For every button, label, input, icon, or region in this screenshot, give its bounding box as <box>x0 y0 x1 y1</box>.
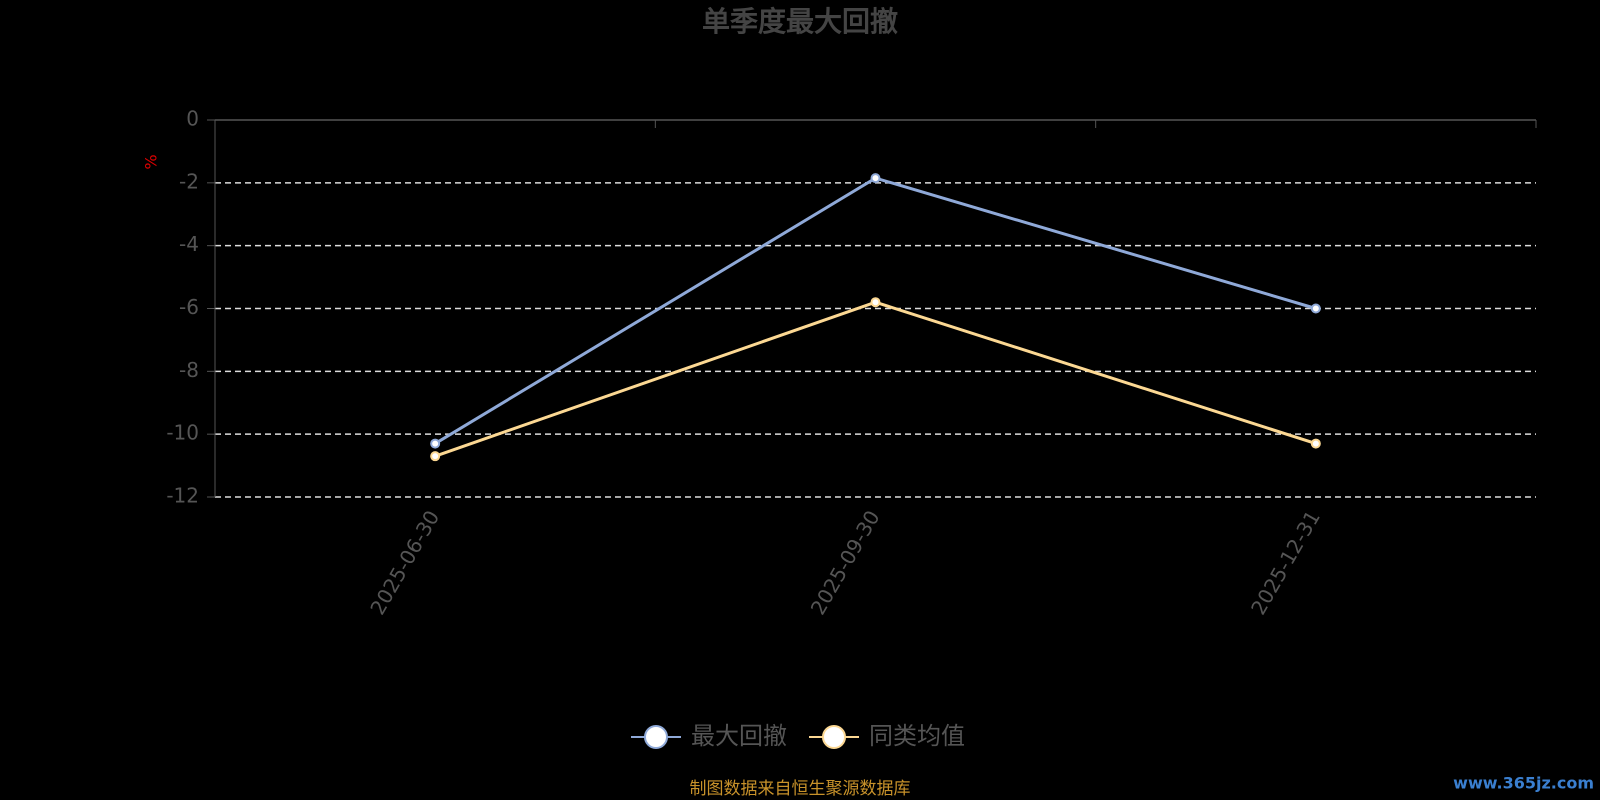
series-line <box>434 300 1317 458</box>
data-point <box>870 297 881 308</box>
legend-item[interactable]: 同类均值 <box>809 722 965 750</box>
series-line <box>434 176 1317 445</box>
chart-title: 单季度最大回撤 <box>702 5 898 38</box>
y-tick-label: -6 <box>179 295 199 319</box>
legend-label: 同类均值 <box>869 722 965 750</box>
legend-label: 最大回撤 <box>691 722 787 750</box>
watermark: www.365jz.com <box>1453 774 1594 793</box>
y-axis-label: % <box>142 154 161 169</box>
x-tick-label: 2025-06-30 <box>365 506 444 619</box>
data-point <box>870 173 881 184</box>
x-tick-label: 2025-09-30 <box>806 506 885 619</box>
y-tick-label: -10 <box>166 421 199 445</box>
x-tick-label: 2025-12-31 <box>1246 506 1325 619</box>
y-tick-label: -2 <box>179 169 199 193</box>
legend-item[interactable]: 最大回撤 <box>631 722 787 750</box>
source-note: 制图数据来自恒生聚源数据库 <box>690 779 911 799</box>
legend-marker <box>822 725 846 749</box>
data-point <box>1310 303 1321 314</box>
y-tick-label: -12 <box>166 484 199 508</box>
data-point <box>430 438 441 449</box>
y-tick-label: 0 <box>186 107 199 131</box>
y-tick-label: -4 <box>179 232 199 256</box>
legend-marker <box>644 725 668 749</box>
data-point <box>430 451 441 462</box>
data-point <box>1310 438 1321 449</box>
y-tick-label: -8 <box>179 358 199 382</box>
